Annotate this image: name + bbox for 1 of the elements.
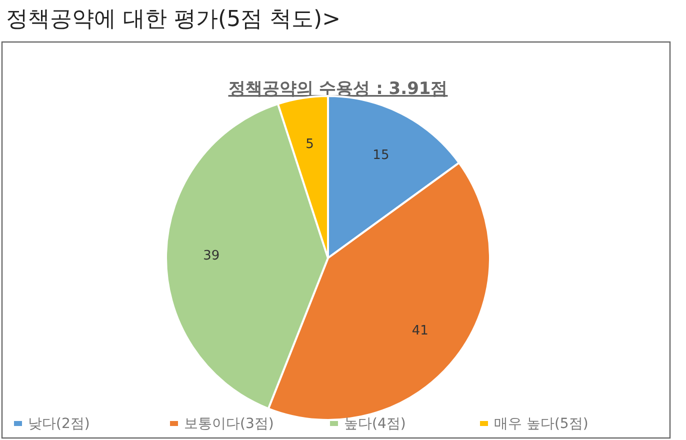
title: 정책공약에 대한 평가(5점 척도)> — [6, 7, 341, 32]
